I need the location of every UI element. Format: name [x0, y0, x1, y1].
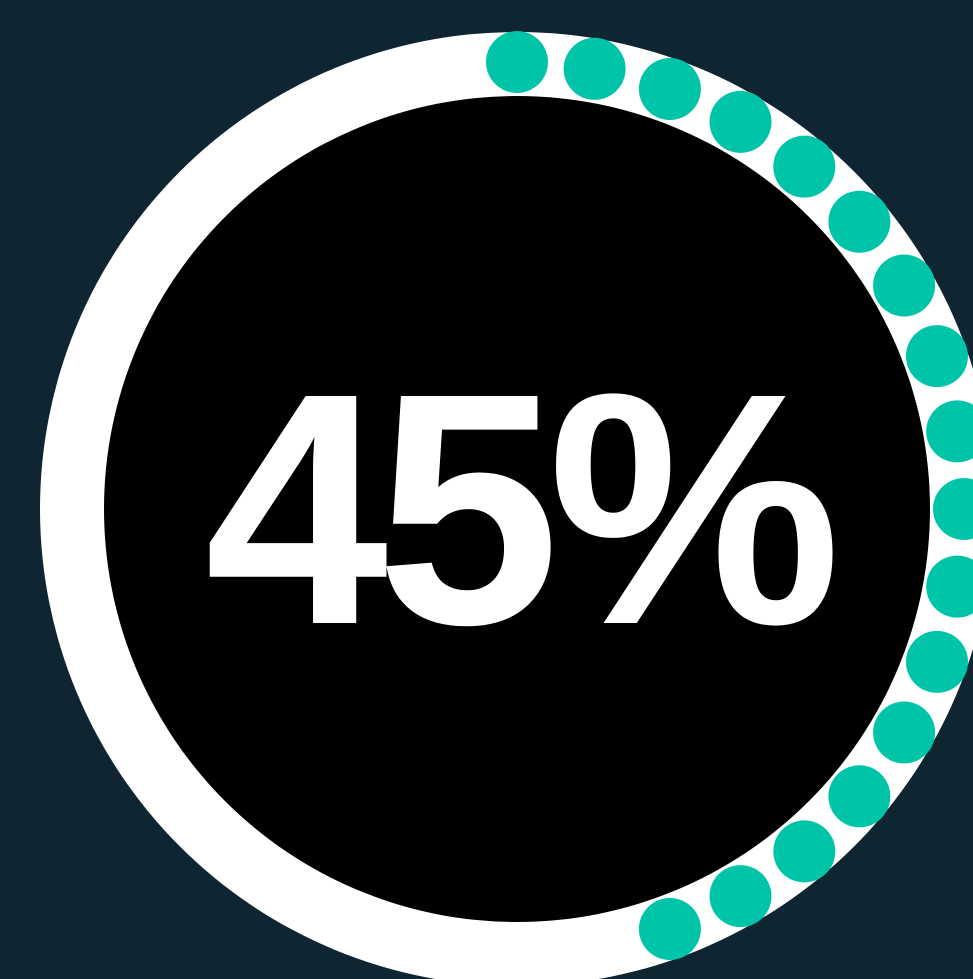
progress-dot: [926, 555, 973, 618]
progress-dot: [709, 865, 772, 928]
progress-dot: [563, 37, 626, 100]
progress-dots: [486, 31, 973, 960]
progress-dot: [873, 701, 936, 764]
inner-dial: [104, 96, 930, 922]
percent-label: 45%: [204, 324, 841, 693]
progress-dot: [828, 765, 891, 828]
progress-dot: [638, 58, 701, 120]
progress-dot: [933, 478, 973, 540]
progress-dot: [709, 90, 772, 153]
progress-dot: [906, 325, 968, 388]
progress-dot: [828, 190, 891, 253]
progress-dot: [906, 630, 968, 693]
progress-dot: [773, 820, 836, 883]
progress-dot: [773, 135, 836, 198]
progress-dot: [486, 31, 548, 93]
progress-dot: [638, 898, 701, 960]
progress-dot: [926, 400, 973, 463]
progress-dot: [873, 254, 936, 317]
